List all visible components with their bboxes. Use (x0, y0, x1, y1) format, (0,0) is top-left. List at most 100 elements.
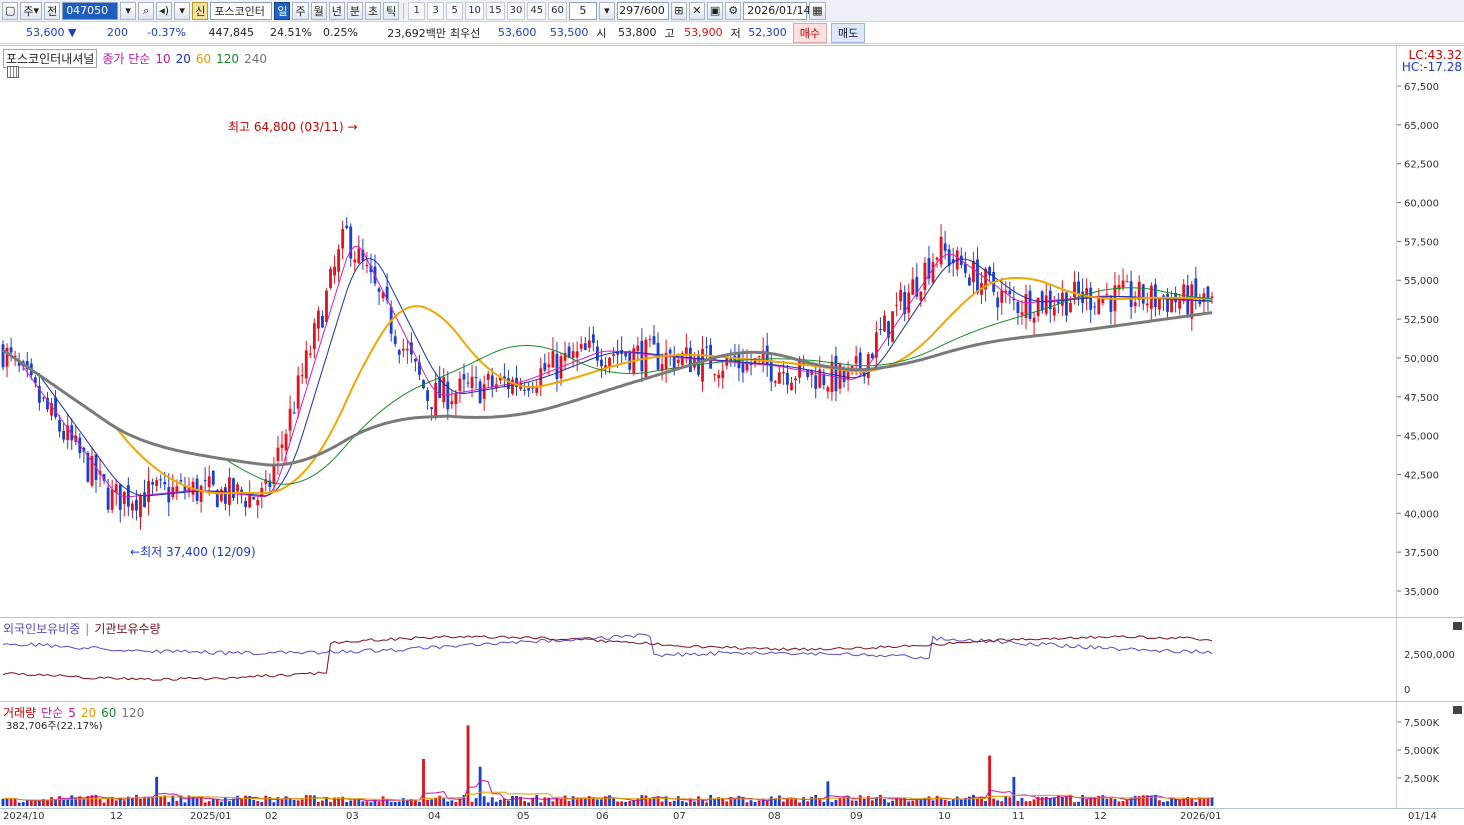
volume-bar (1149, 796, 1153, 806)
period-day[interactable]: 일 (274, 1, 291, 20)
volume-bar (818, 798, 822, 806)
stock-title[interactable]: 포스코인터내셔널 (3, 49, 98, 68)
period-minute[interactable]: 분 (346, 1, 363, 20)
settings-icon[interactable]: ⚙ (725, 1, 742, 20)
volume-bar (1056, 794, 1060, 806)
candle (874, 332, 878, 358)
code-input[interactable]: 047050 (62, 1, 119, 20)
y-tick-label: 62,500 (1404, 160, 1439, 171)
stock-name[interactable]: 포스코인터 (210, 1, 273, 20)
prev-button[interactable]: 전 (44, 1, 61, 20)
chart-tools-icon[interactable]: ⊞ (670, 1, 687, 20)
y-tick-label: 42,500 (1404, 470, 1439, 481)
volume-bar (414, 799, 417, 806)
volume-bar (486, 802, 490, 806)
interval-30[interactable]: 30 (506, 1, 526, 20)
code-dropdown-icon[interactable]: ▾ (120, 1, 137, 20)
count-dropdown-icon[interactable]: ▾ (598, 1, 615, 20)
volume-bar (652, 796, 656, 806)
candle (1198, 300, 1202, 305)
candle (895, 304, 899, 306)
candle (316, 310, 320, 329)
speaker-dropdown-icon[interactable]: ▾ (174, 1, 191, 20)
price-pane[interactable]: 67,500 65,000 62,500 60,000 57,500 55,000 52,5… (0, 45, 1464, 617)
candle (33, 377, 37, 384)
holding-pane[interactable]: 2,500,000 0 외국인보유비중 | 기관보유수량 (0, 617, 1464, 701)
volume-bar (761, 798, 765, 806)
volume-bar (733, 798, 737, 806)
candle (155, 480, 159, 486)
calendar-icon[interactable]: ▦ (809, 1, 826, 20)
volume-bar (114, 800, 118, 806)
volume-bar (1097, 795, 1101, 806)
candle (102, 474, 106, 481)
volume-bar (539, 802, 543, 806)
candle (66, 425, 70, 441)
interval-5[interactable]: 5 (446, 1, 464, 20)
candle (430, 407, 434, 409)
institution-qty-label[interactable]: 기관보유수량 (94, 622, 161, 636)
candle (899, 289, 903, 302)
best-label: 최우선 (450, 26, 481, 40)
candle (705, 346, 708, 348)
foreign-ratio-label[interactable]: 외국인보유비중 (3, 622, 81, 636)
candle (397, 350, 401, 355)
holding-chart[interactable]: 2,500,000 0 (0, 618, 1464, 702)
volume-bar (672, 800, 676, 806)
volume-bar (939, 798, 943, 806)
date-label: 12 (110, 811, 123, 822)
period-year[interactable]: 년 (328, 1, 345, 20)
volume-pane[interactable]: 7,500K 5,000K 2,500K 거래량 단순 5 20 60 120 38… (0, 701, 1464, 808)
interval-10[interactable]: 10 (465, 1, 484, 20)
candle (943, 243, 947, 251)
interval-1[interactable]: 1 (408, 1, 426, 20)
window-icon[interactable]: ▢ (2, 1, 19, 20)
candle (628, 351, 632, 370)
volume-chart[interactable]: 7,500K 5,000K 2,500K (0, 702, 1464, 809)
interval-15[interactable]: 15 (485, 1, 505, 20)
count-input[interactable]: 5 (568, 1, 597, 20)
pane-scroll-icon[interactable] (1453, 622, 1462, 630)
volume-bar (1121, 801, 1125, 806)
toolbar: ▢ 주 ▾ 전 047050 ▾ ⌕ ◂) ▾ 신 포스코인터 일 주 월 년 분… (0, 0, 1464, 22)
volume-scroll-icon[interactable] (1453, 706, 1462, 714)
volume-bar (777, 795, 781, 806)
interval-60[interactable]: 60 (548, 1, 567, 20)
period-week[interactable]: 주 (292, 1, 309, 20)
candle (794, 378, 797, 381)
date-input[interactable]: 2026/01/14 (743, 1, 811, 20)
crosshair-icon[interactable]: ✕ (688, 1, 705, 20)
interval-3[interactable]: 3 (427, 1, 445, 20)
volume-bar (1065, 795, 1068, 806)
volume-bar (252, 799, 256, 806)
holding-axis (1396, 618, 1464, 701)
period-month[interactable]: 월 (310, 1, 327, 20)
search-icon[interactable]: ⌕ (138, 1, 155, 20)
candle (1117, 285, 1121, 290)
market-select[interactable]: 주 ▾ (20, 1, 43, 20)
volume-bar (248, 795, 252, 806)
period-second[interactable]: 초 (364, 1, 382, 20)
candle (405, 348, 409, 351)
candle (1190, 284, 1194, 319)
grid-icon[interactable] (7, 66, 19, 78)
save-icon[interactable]: ▣ (706, 1, 724, 20)
interval-45[interactable]: 45 (527, 1, 547, 20)
volume-bar (575, 799, 579, 806)
date-label: 2026/01 (1180, 811, 1222, 822)
volume-bar (308, 795, 312, 806)
buy-button[interactable]: 매수 (792, 22, 827, 43)
price-chart[interactable]: 67,500 65,000 62,500 60,000 57,500 55,000 52,5… (0, 46, 1464, 618)
speaker-icon[interactable]: ◂) (156, 1, 173, 20)
candle (608, 357, 611, 369)
volume-bar (668, 801, 672, 806)
sell-button[interactable]: 매도 (831, 22, 866, 43)
candle (814, 375, 818, 389)
candle (1178, 300, 1182, 309)
candle (1125, 281, 1129, 283)
volume-title[interactable]: 거래량 (3, 706, 37, 720)
period-tick[interactable]: 틱 (383, 1, 400, 20)
candle (321, 315, 324, 328)
candle (446, 381, 450, 410)
candle (567, 346, 571, 358)
